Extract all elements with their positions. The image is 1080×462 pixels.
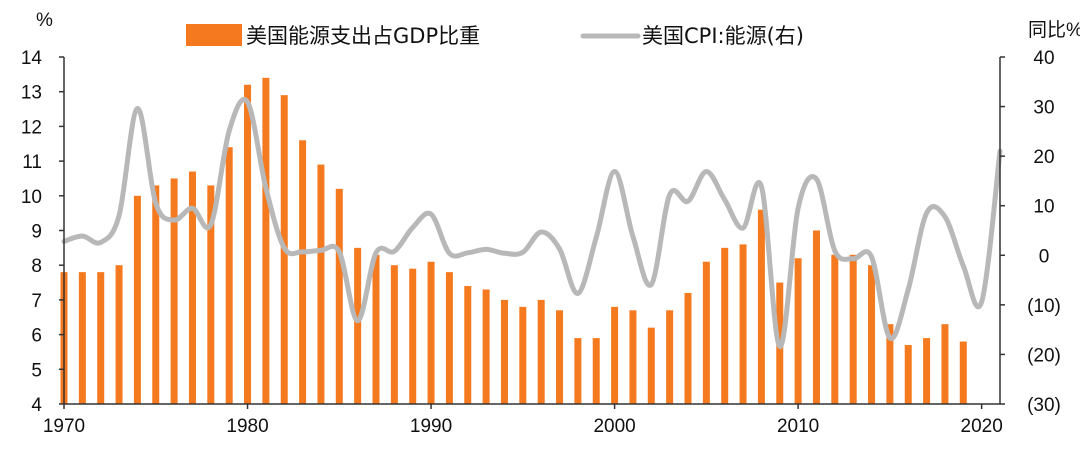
left-tick-label: 12 <box>21 117 42 138</box>
bar-1987 <box>372 254 380 404</box>
bar-2013 <box>849 254 857 404</box>
bar-1983 <box>299 140 307 404</box>
left-tick-label: 13 <box>21 83 42 104</box>
right-tick-label: 40 <box>1033 48 1054 69</box>
legend-label-line: 美国CPI:能源(右) <box>642 24 804 48</box>
right-tick-label: 0 <box>1039 246 1050 267</box>
bar-2015 <box>886 324 894 404</box>
bar-1991 <box>445 272 453 404</box>
bar-1978 <box>207 185 215 404</box>
x-tick-label: 1970 <box>43 416 85 437</box>
bar-1993 <box>482 289 490 404</box>
left-axis-unit: % <box>36 10 53 31</box>
bar-1975 <box>152 185 160 404</box>
bar-1979 <box>225 147 233 404</box>
bar-1989 <box>409 268 417 404</box>
line-series <box>61 97 1003 350</box>
left-tick-label: 4 <box>31 395 42 416</box>
left-tick-label: 7 <box>31 291 42 312</box>
bar-2014 <box>868 265 876 404</box>
right-tick-label: (10) <box>1027 296 1061 317</box>
bar-2003 <box>666 310 674 404</box>
bar-1973 <box>115 265 123 404</box>
left-tick-label: 14 <box>21 48 43 69</box>
bar-2016 <box>904 345 912 404</box>
left-tick-label: 6 <box>31 326 42 347</box>
right-tick-label: 30 <box>1033 98 1054 119</box>
bar-1988 <box>390 265 398 404</box>
bar-2001 <box>629 310 637 404</box>
bar-2008 <box>757 209 765 404</box>
right-tick-label: (20) <box>1027 345 1061 366</box>
bar-1994 <box>500 299 508 404</box>
x-tick-label: 1980 <box>226 416 268 437</box>
left-tick-label: 8 <box>31 256 42 277</box>
right-tick-label: 10 <box>1033 197 1054 218</box>
bar-2005 <box>702 261 710 404</box>
bar-1977 <box>188 171 196 404</box>
bar-1981 <box>262 77 270 404</box>
bar-2017 <box>923 338 931 404</box>
bar-1986 <box>354 247 362 404</box>
x-tick-label: 2010 <box>777 416 819 437</box>
bar-2012 <box>831 254 839 404</box>
bar-2004 <box>684 292 692 404</box>
legend-label-bar: 美国能源支出占GDP比重 <box>246 24 480 48</box>
bar-1971 <box>78 272 86 404</box>
bar-1990 <box>427 261 435 404</box>
bar-1996 <box>537 299 545 404</box>
bar-2007 <box>739 244 747 404</box>
bar-2019 <box>959 341 967 404</box>
left-tick-label: 9 <box>31 222 42 243</box>
bar-1985 <box>335 188 343 404</box>
bar-1976 <box>170 178 178 404</box>
bar-1998 <box>574 338 582 404</box>
bar-2010 <box>794 258 802 404</box>
bar-1984 <box>317 164 325 404</box>
energy-cpi-line <box>61 97 1003 350</box>
bar-2006 <box>721 247 729 404</box>
legend-swatch-bar <box>186 24 242 46</box>
right-axis-unit: 同比% <box>1028 19 1080 41</box>
legend: 美国能源支出占GDP比重 美国CPI:能源(右) <box>186 24 804 48</box>
x-tick-label: 2000 <box>593 416 635 437</box>
bar-1992 <box>464 286 472 404</box>
bar-1997 <box>556 310 564 404</box>
bar-2018 <box>941 324 949 404</box>
left-tick-label: 10 <box>21 187 42 208</box>
left-tick-label: 11 <box>22 152 42 173</box>
bar-1972 <box>97 272 105 404</box>
left-tick-label: 5 <box>31 360 42 381</box>
bar-1974 <box>133 195 141 404</box>
bar-1995 <box>519 306 527 404</box>
bar-2011 <box>812 230 820 404</box>
right-tick-label: 20 <box>1033 147 1054 168</box>
bar-2002 <box>647 327 655 404</box>
x-tick-label: 2020 <box>961 416 1003 437</box>
x-tick-label: 1990 <box>410 416 452 437</box>
right-tick-label: (30) <box>1027 395 1061 416</box>
bar-1980 <box>244 84 252 404</box>
bar-1999 <box>592 338 600 404</box>
bar-2000 <box>611 306 619 404</box>
